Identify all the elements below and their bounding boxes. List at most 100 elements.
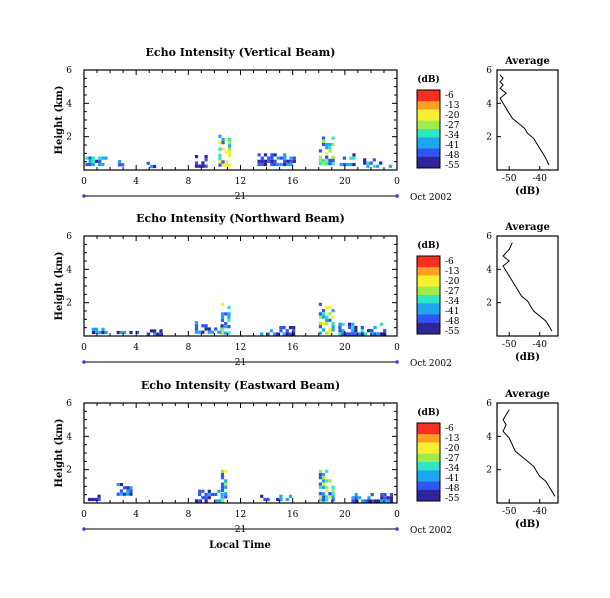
echo-cell: [318, 162, 322, 166]
echo-cell: [98, 330, 102, 335]
echo-cell: [227, 163, 232, 167]
echo-cell: [318, 482, 322, 486]
echo-cell: [321, 495, 326, 499]
colorbar-swatch: [417, 297, 440, 301]
colorbar-swatch: [417, 434, 440, 438]
echo-cell: [331, 321, 335, 326]
colorbar-swatch: [417, 156, 440, 161]
colorbar-swatch: [417, 311, 440, 315]
echo-cell: [276, 332, 280, 336]
echo-cell: [263, 153, 268, 157]
echo-cell: [375, 164, 380, 168]
x-tick-label: 20: [339, 177, 351, 187]
colorbar-swatch: [417, 286, 440, 290]
y-axis-label: Height (km): [54, 419, 65, 488]
echo-cell: [328, 495, 332, 499]
echo-cell: [331, 325, 335, 329]
echo-cell: [344, 332, 348, 336]
echo-cell: [321, 139, 326, 143]
echo-cell: [116, 483, 120, 487]
x-tick-label: 16: [287, 177, 299, 187]
x-tick-label: 4: [133, 510, 139, 520]
colorbar-swatch: [417, 90, 440, 94]
colorbar-tick-label: -41: [445, 474, 460, 484]
echo-cell: [227, 305, 231, 310]
date-day: 21: [235, 192, 246, 202]
echo-cell: [386, 496, 390, 500]
echo-cell: [85, 156, 89, 160]
echo-cell: [126, 486, 130, 490]
echo-cell: [360, 332, 364, 336]
echo-cell: [328, 162, 332, 166]
colorbar-swatch: [417, 467, 440, 471]
colorbar-swatch: [417, 159, 440, 163]
colorbar-swatch: [417, 314, 440, 318]
echo-cell: [363, 161, 367, 165]
colorbar-swatch: [417, 109, 440, 113]
echo-cell: [318, 158, 322, 163]
echo-cell: [194, 321, 199, 325]
echo-cell: [220, 485, 225, 489]
echo-cell: [217, 499, 221, 503]
echo-cell: [341, 322, 345, 326]
echo-cell: [370, 493, 374, 497]
echo-cell: [331, 158, 335, 163]
echo-cell: [126, 489, 130, 493]
echo-cell: [321, 315, 326, 319]
colorbar-swatch: [417, 154, 440, 158]
echo-cell: [267, 156, 271, 160]
echo-cell: [292, 326, 296, 330]
echo-cell: [198, 489, 202, 493]
echo-cell: [117, 163, 122, 167]
date-marker: [395, 360, 399, 364]
echo-cell: [129, 330, 133, 335]
echo-cell: [101, 162, 105, 167]
colorbar-swatch: [417, 481, 440, 485]
panel-1: Echo Intensity (Vertical Beam) Height (km…: [54, 46, 559, 203]
echo-cell: [279, 329, 283, 333]
echo-cell: [204, 496, 208, 500]
date-label: Oct 2002: [410, 193, 452, 203]
echo-cell: [135, 330, 139, 335]
colorbar-tick-label: -41: [445, 141, 460, 151]
colorbar-tick-label: -27: [445, 287, 460, 297]
colorbar-swatch: [417, 423, 440, 427]
echo-cell: [367, 499, 371, 503]
colorbar-swatch: [417, 428, 440, 432]
echo-cell: [260, 332, 264, 336]
colorbar-swatch: [417, 492, 440, 496]
echo-cell: [383, 332, 387, 336]
echo-cell: [279, 326, 283, 330]
echo-cell: [220, 482, 225, 486]
colorbar-swatch: [417, 258, 440, 262]
colorbar-swatch: [417, 267, 440, 271]
echo-cell: [286, 162, 290, 167]
colorbar: (dB) -6-13-20-27-34-41-48-55: [416, 74, 460, 171]
colorbar-swatch: [417, 98, 440, 102]
echo-cell: [220, 496, 224, 500]
echo-cell: [331, 136, 335, 140]
echo-cell: [349, 162, 353, 167]
colorbar-tick-label: -13: [445, 101, 460, 111]
echo-cell: [207, 489, 211, 493]
echo-cell: [201, 489, 205, 493]
echo-cell: [325, 305, 329, 310]
colorbar-swatch: [417, 151, 440, 155]
echo-cell: [116, 330, 120, 335]
colorbar-swatch: [417, 117, 440, 122]
profile-x-tick-label: -50: [502, 174, 517, 184]
echo-cell: [227, 144, 232, 148]
echo-cell: [194, 161, 199, 165]
colorbar-frame: [416, 422, 441, 502]
echo-cell: [88, 162, 92, 167]
profile-x-tick-label: -40: [532, 174, 547, 184]
echo-cell: [224, 150, 228, 154]
echo-cell: [328, 328, 332, 332]
echo-cell: [325, 142, 329, 147]
echo-cell: [328, 149, 332, 153]
profile-x-tick-label: -40: [532, 507, 547, 517]
echo-cell: [194, 499, 199, 503]
echo-cell: [328, 312, 332, 316]
echo-cell: [279, 494, 283, 498]
echo-cell: [224, 312, 228, 316]
